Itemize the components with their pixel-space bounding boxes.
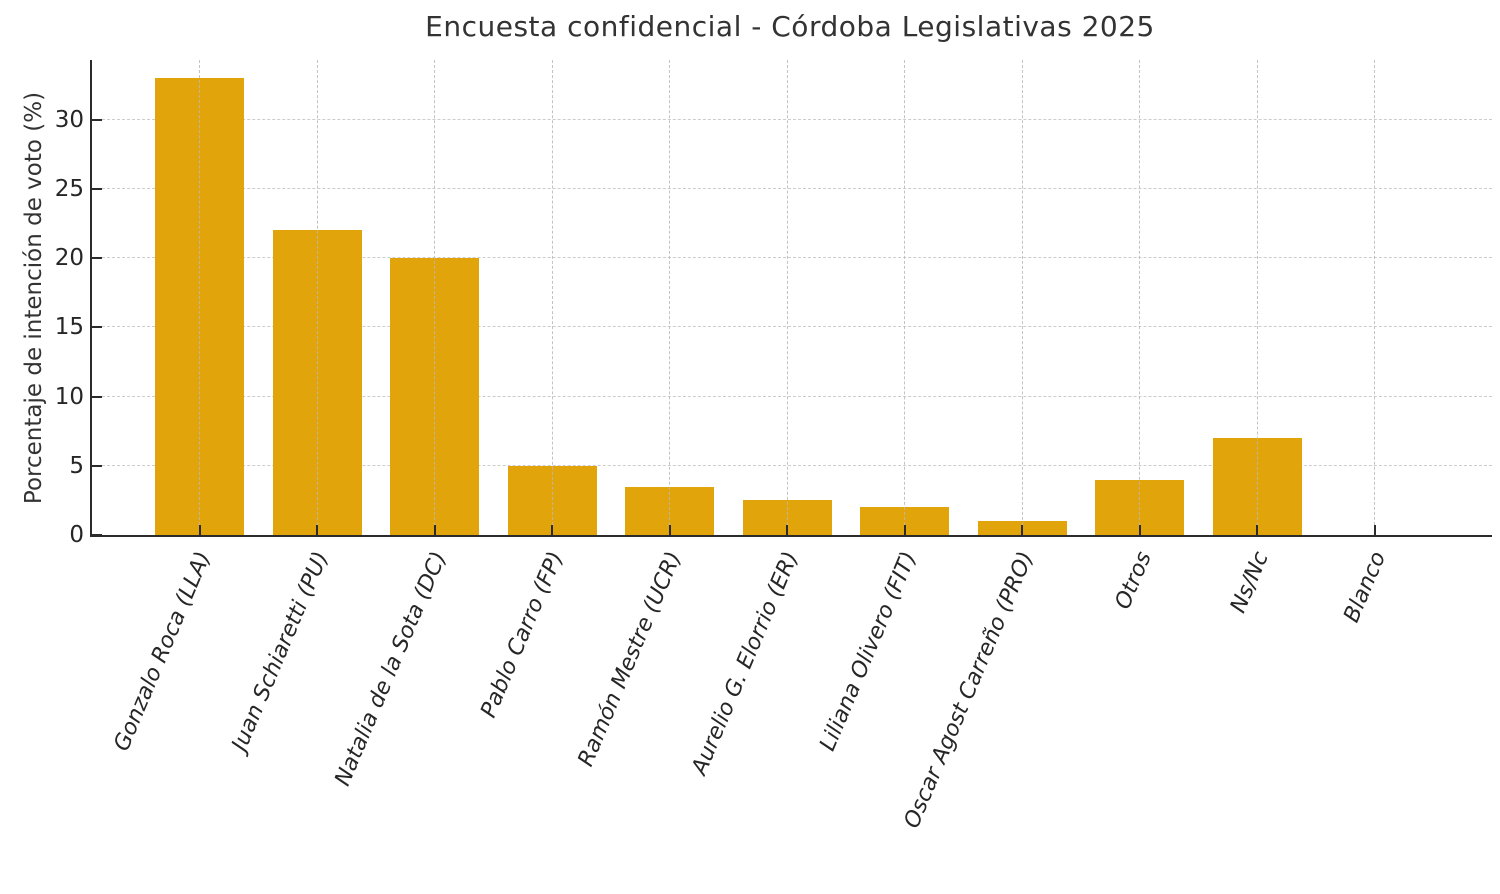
- v-gridline: [904, 60, 905, 535]
- v-gridline: [199, 60, 200, 535]
- y-tick-label: 5: [69, 452, 84, 479]
- y-tick-mark: [92, 118, 102, 121]
- x-tick-label: Natalia de la Sota (DC): [330, 548, 452, 790]
- v-gridline: [1139, 60, 1140, 535]
- x-tick-mark: [551, 525, 553, 535]
- x-tick-mark: [1138, 525, 1141, 535]
- h-gridline: [92, 118, 1492, 120]
- y-tick-label: 30: [54, 106, 84, 133]
- x-tick-label: Ramón Mestre (UCR): [573, 548, 687, 771]
- x-tick-mark: [1373, 525, 1376, 535]
- v-gridline: [1256, 60, 1258, 535]
- y-tick-label: 15: [54, 314, 84, 341]
- y-axis-label: Porcentaje de intención de voto (%): [21, 91, 47, 504]
- v-gridline: [434, 60, 435, 535]
- v-gridline: [316, 60, 318, 535]
- v-gridline: [669, 60, 670, 535]
- x-tick-mark: [1256, 525, 1258, 535]
- y-tick-mark: [92, 257, 102, 260]
- h-gridline: [92, 464, 1492, 466]
- x-tick-label: Blanco: [1339, 548, 1392, 627]
- y-tick-mark: [92, 187, 102, 190]
- chart-title: Encuesta confidencial - Córdoba Legislat…: [425, 10, 1155, 43]
- h-gridline: [92, 257, 1492, 259]
- v-gridline: [786, 60, 788, 535]
- v-gridline: [1021, 60, 1023, 535]
- x-tick-label: Ns/Nc: [1226, 548, 1275, 617]
- x-tick-label: Gonzalo Roca (LLA): [109, 548, 217, 755]
- h-gridline: [92, 326, 1492, 328]
- plot-area: 0 5 10 15 20 25 30 Gonzalo Roca (LLA) Juan Schia…: [55, 60, 1492, 832]
- x-tick-label: Otros: [1110, 548, 1157, 613]
- y-tick-label: 25: [54, 175, 84, 202]
- x-tick-mark: [903, 525, 906, 535]
- x-tick-label: Liliana Olivero (FIT): [814, 548, 922, 755]
- x-tick-mark: [316, 525, 318, 535]
- x-tick-mark: [1021, 525, 1023, 535]
- y-tick-label: 20: [54, 245, 84, 272]
- x-tick-label: Pablo Carro (FP): [476, 548, 570, 722]
- v-gridline: [551, 60, 553, 535]
- h-gridline: [92, 395, 1492, 397]
- x-tick-mark: [786, 525, 788, 535]
- x-tick-mark: [198, 525, 201, 535]
- y-tick-label: 10: [54, 383, 84, 410]
- y-tick-label: 0: [69, 522, 84, 548]
- x-tick-label: Juan Schiaretti (PU): [227, 548, 335, 755]
- x-tick-mark: [668, 525, 671, 535]
- y-tick-mark: [92, 326, 102, 329]
- x-tick-label: Aurelio G. Elorrio (ER): [687, 548, 805, 779]
- x-tick-mark: [433, 525, 436, 535]
- y-tick-mark: [92, 395, 102, 398]
- y-tick-mark: [92, 464, 102, 467]
- y-tick-mark: [92, 534, 102, 536]
- v-gridline: [1374, 60, 1375, 535]
- h-gridline: [92, 187, 1492, 189]
- x-tick-label: Oscar Agost Carreño (PRO): [899, 548, 1040, 832]
